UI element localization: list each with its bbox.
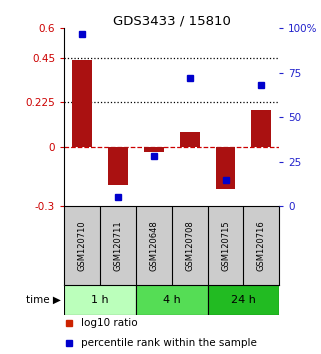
Text: GSM120711: GSM120711 bbox=[113, 220, 123, 271]
Bar bbox=[216, 147, 235, 188]
Text: GSM120708: GSM120708 bbox=[185, 220, 194, 271]
Bar bbox=[144, 147, 164, 152]
Bar bbox=[208, 285, 279, 315]
Text: 24 h: 24 h bbox=[231, 295, 256, 305]
Text: time ▶: time ▶ bbox=[26, 295, 61, 305]
Title: GDS3433 / 15810: GDS3433 / 15810 bbox=[113, 14, 231, 27]
Text: 1 h: 1 h bbox=[91, 295, 109, 305]
Text: percentile rank within the sample: percentile rank within the sample bbox=[82, 338, 257, 348]
Text: 4 h: 4 h bbox=[163, 295, 181, 305]
Text: GSM120715: GSM120715 bbox=[221, 220, 230, 271]
Text: GSM120716: GSM120716 bbox=[257, 220, 266, 271]
Bar bbox=[72, 60, 92, 147]
Text: GSM120648: GSM120648 bbox=[149, 220, 158, 271]
Bar bbox=[64, 285, 136, 315]
Bar bbox=[251, 110, 271, 147]
Bar bbox=[180, 132, 200, 147]
Text: log10 ratio: log10 ratio bbox=[82, 318, 138, 328]
Bar bbox=[136, 285, 208, 315]
Bar bbox=[108, 147, 128, 184]
Text: GSM120710: GSM120710 bbox=[78, 220, 87, 271]
